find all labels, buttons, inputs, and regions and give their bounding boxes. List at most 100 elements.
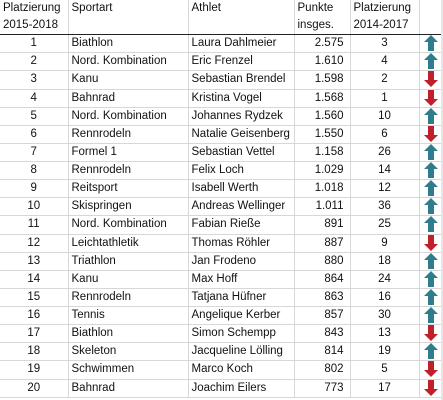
rank-cell: 14 (0, 270, 69, 289)
rank-cell: 9 (0, 179, 69, 199)
arrow-up-icon (424, 270, 439, 287)
trend-cell (419, 215, 443, 235)
athlete-cell: Eric Frenzel (188, 52, 295, 72)
table-row: 10 Skispringen Andreas Wellinger 1.011 36 (0, 197, 443, 217)
sport-cell: Bahnrad (68, 89, 189, 108)
rank-cell: 6 (0, 125, 69, 144)
arrow-up-icon (424, 307, 439, 324)
athlete-cell: Simon Schempp (188, 324, 295, 344)
arrow-down-icon (424, 361, 439, 378)
points-cell: 1.011 (294, 197, 351, 217)
prev-rank-cell: 14 (350, 161, 420, 181)
table-row: 9 Reitsport Isabell Werth 1.018 12 (0, 179, 443, 199)
rank-cell: 17 (0, 324, 69, 344)
points-cell: 887 (294, 234, 351, 253)
sport-cell: Rennrodeln (68, 125, 189, 144)
prev-rank-cell: 2 (350, 70, 420, 90)
points-cell: 1.018 (294, 179, 351, 199)
points-cell: 1.550 (294, 125, 351, 144)
trend-cell (419, 288, 443, 308)
points-cell: 1.568 (294, 89, 351, 108)
header-points-line2: insges. (294, 17, 351, 36)
points-cell: 802 (294, 360, 351, 380)
sport-cell: Kanu (68, 270, 189, 289)
table-row: 18 Skeleton Jacqueline Lölling 814 19 (0, 342, 443, 362)
sport-cell: Rennrodeln (68, 161, 189, 181)
trend-cell (419, 379, 443, 398)
header-rank-line1: Platzierung (0, 0, 69, 18)
prev-rank-cell: 12 (350, 179, 420, 199)
prev-rank-cell: 26 (350, 143, 420, 163)
header-row-2: 2015-2018 insges. 2014-2017 (0, 17, 443, 36)
athlete-cell: Kristina Vogel (188, 89, 295, 108)
points-cell: 2.575 (294, 34, 351, 54)
prev-rank-cell: 17 (350, 379, 420, 398)
athlete-cell: Angelique Kerber (188, 306, 295, 326)
prev-rank-cell: 5 (350, 360, 420, 380)
athlete-cell: Natalie Geisenberg (188, 125, 295, 144)
sport-cell: Biathlon (68, 324, 189, 344)
trend-cell (419, 360, 443, 380)
table-row: 17 Biathlon Simon Schempp 843 13 (0, 324, 443, 344)
arrow-up-icon (424, 288, 439, 305)
rank-cell: 8 (0, 161, 69, 181)
athlete-cell: Felix Loch (188, 161, 295, 181)
prev-rank-cell: 25 (350, 215, 420, 235)
rank-cell: 4 (0, 89, 69, 108)
sport-cell: Nord. Kombination (68, 52, 189, 72)
rank-cell: 19 (0, 360, 69, 380)
points-cell: 773 (294, 379, 351, 398)
arrow-up-icon (424, 252, 439, 269)
sport-cell: Tennis (68, 306, 189, 326)
arrow-down-icon (424, 325, 439, 342)
table-row: 1 Biathlon Laura Dahlmeier 2.575 3 (0, 34, 443, 54)
trend-cell (419, 324, 443, 344)
points-cell: 843 (294, 324, 351, 344)
prev-rank-cell: 1 (350, 89, 420, 108)
athlete-cell: Joachim Eilers (188, 379, 295, 398)
table-row: 3 Kanu Sebastian Brendel 1.598 2 (0, 70, 443, 90)
prev-rank-cell: 4 (350, 52, 420, 72)
header-prev-line1: Platzierung (350, 0, 420, 18)
header-sport: Sportart (68, 0, 189, 18)
header-row-1: Platzierung Sportart Athlet Punkte Platz… (0, 0, 443, 18)
header-points-line1: Punkte (294, 0, 351, 18)
points-cell: 857 (294, 306, 351, 326)
prev-rank-cell: 3 (350, 34, 420, 54)
arrow-down-icon (424, 234, 439, 251)
prev-rank-cell: 24 (350, 270, 420, 289)
header-sport-blank (68, 17, 189, 36)
arrow-up-icon (424, 180, 439, 197)
points-cell: 863 (294, 288, 351, 308)
arrow-up-icon (424, 35, 439, 52)
arrow-up-icon (424, 162, 439, 179)
arrow-down-icon (424, 89, 439, 106)
sport-cell: Kanu (68, 70, 189, 90)
table-row: 4 Bahnrad Kristina Vogel 1.568 1 (0, 89, 443, 108)
trend-cell (419, 52, 443, 72)
trend-cell (419, 270, 443, 289)
trend-cell (419, 306, 443, 326)
table-row: 16 Tennis Angelique Kerber 857 30 (0, 306, 443, 326)
sport-cell: Schwimmen (68, 360, 189, 380)
points-cell: 1.158 (294, 143, 351, 163)
table-row: 15 Rennrodeln Tatjana Hüfner 863 16 (0, 288, 443, 308)
athlete-cell: Thomas Röhler (188, 234, 295, 253)
sport-cell: Nord. Kombination (68, 215, 189, 235)
table-row: 19 Schwimmen Marco Koch 802 5 (0, 360, 443, 380)
window-edge (441, 0, 443, 400)
trend-cell (419, 234, 443, 253)
athlete-cell: Johannes Rydzek (188, 107, 295, 126)
points-cell: 864 (294, 270, 351, 289)
points-cell: 1.598 (294, 70, 351, 90)
trend-cell (419, 125, 443, 144)
points-cell: 814 (294, 342, 351, 362)
table-row: 13 Triathlon Jan Frodeno 880 18 (0, 252, 443, 271)
trend-cell (419, 179, 443, 199)
rank-cell: 1 (0, 34, 69, 54)
athlete-cell: Jan Frodeno (188, 252, 295, 271)
prev-rank-cell: 18 (350, 252, 420, 271)
table-row: 20 Bahnrad Joachim Eilers 773 17 (0, 379, 443, 398)
arrow-up-icon (424, 216, 439, 233)
rank-cell: 15 (0, 288, 69, 308)
